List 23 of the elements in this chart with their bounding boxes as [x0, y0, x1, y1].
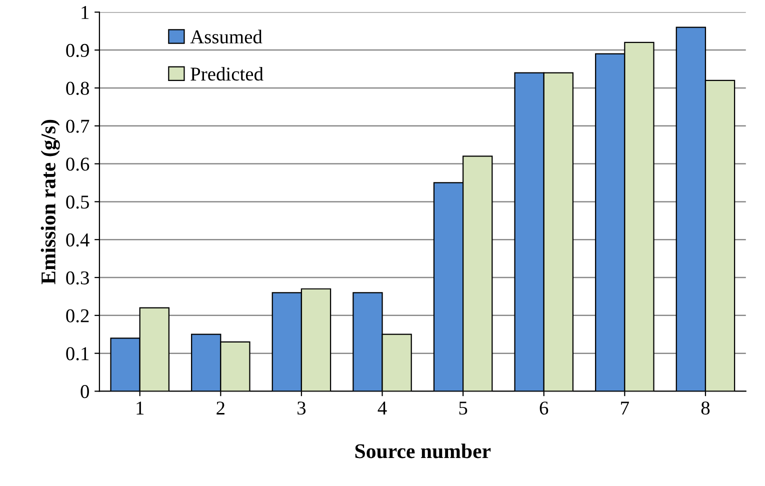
y-tick-label: 0.9: [66, 44, 89, 58]
legend-label: Predicted: [190, 66, 264, 81]
legend-label: Assumed: [190, 30, 262, 44]
y-tick-label: 1: [82, 6, 89, 19]
y-tick-label: 0.2: [66, 309, 89, 322]
x-tick-label: 5: [459, 402, 468, 415]
x-tick-label: 4: [378, 402, 387, 414]
y-tick-label: 0.7: [66, 120, 90, 133]
y-axis-title: Emission rate (g/s): [40, 120, 60, 284]
y-tick-label: 0.3: [66, 271, 89, 285]
y-tick-label: 0.1: [66, 347, 89, 360]
y-tick-label: 0.4: [66, 233, 90, 247]
x-tick-label: 7: [621, 402, 629, 414]
x-tick-label: 2: [216, 402, 224, 414]
x-tick-label: 3: [298, 402, 306, 415]
x-tick-label: 1: [136, 402, 144, 414]
x-tick-label: 8: [701, 402, 710, 415]
x-axis-title: Source number: [355, 444, 491, 458]
y-tick-label: 0.5: [66, 196, 89, 209]
x-tick-label: 6: [540, 402, 548, 415]
y-tick-label: 0: [80, 385, 89, 398]
y-tick-label: 0.8: [66, 82, 89, 95]
y-tick-label: 0.6: [66, 158, 90, 171]
